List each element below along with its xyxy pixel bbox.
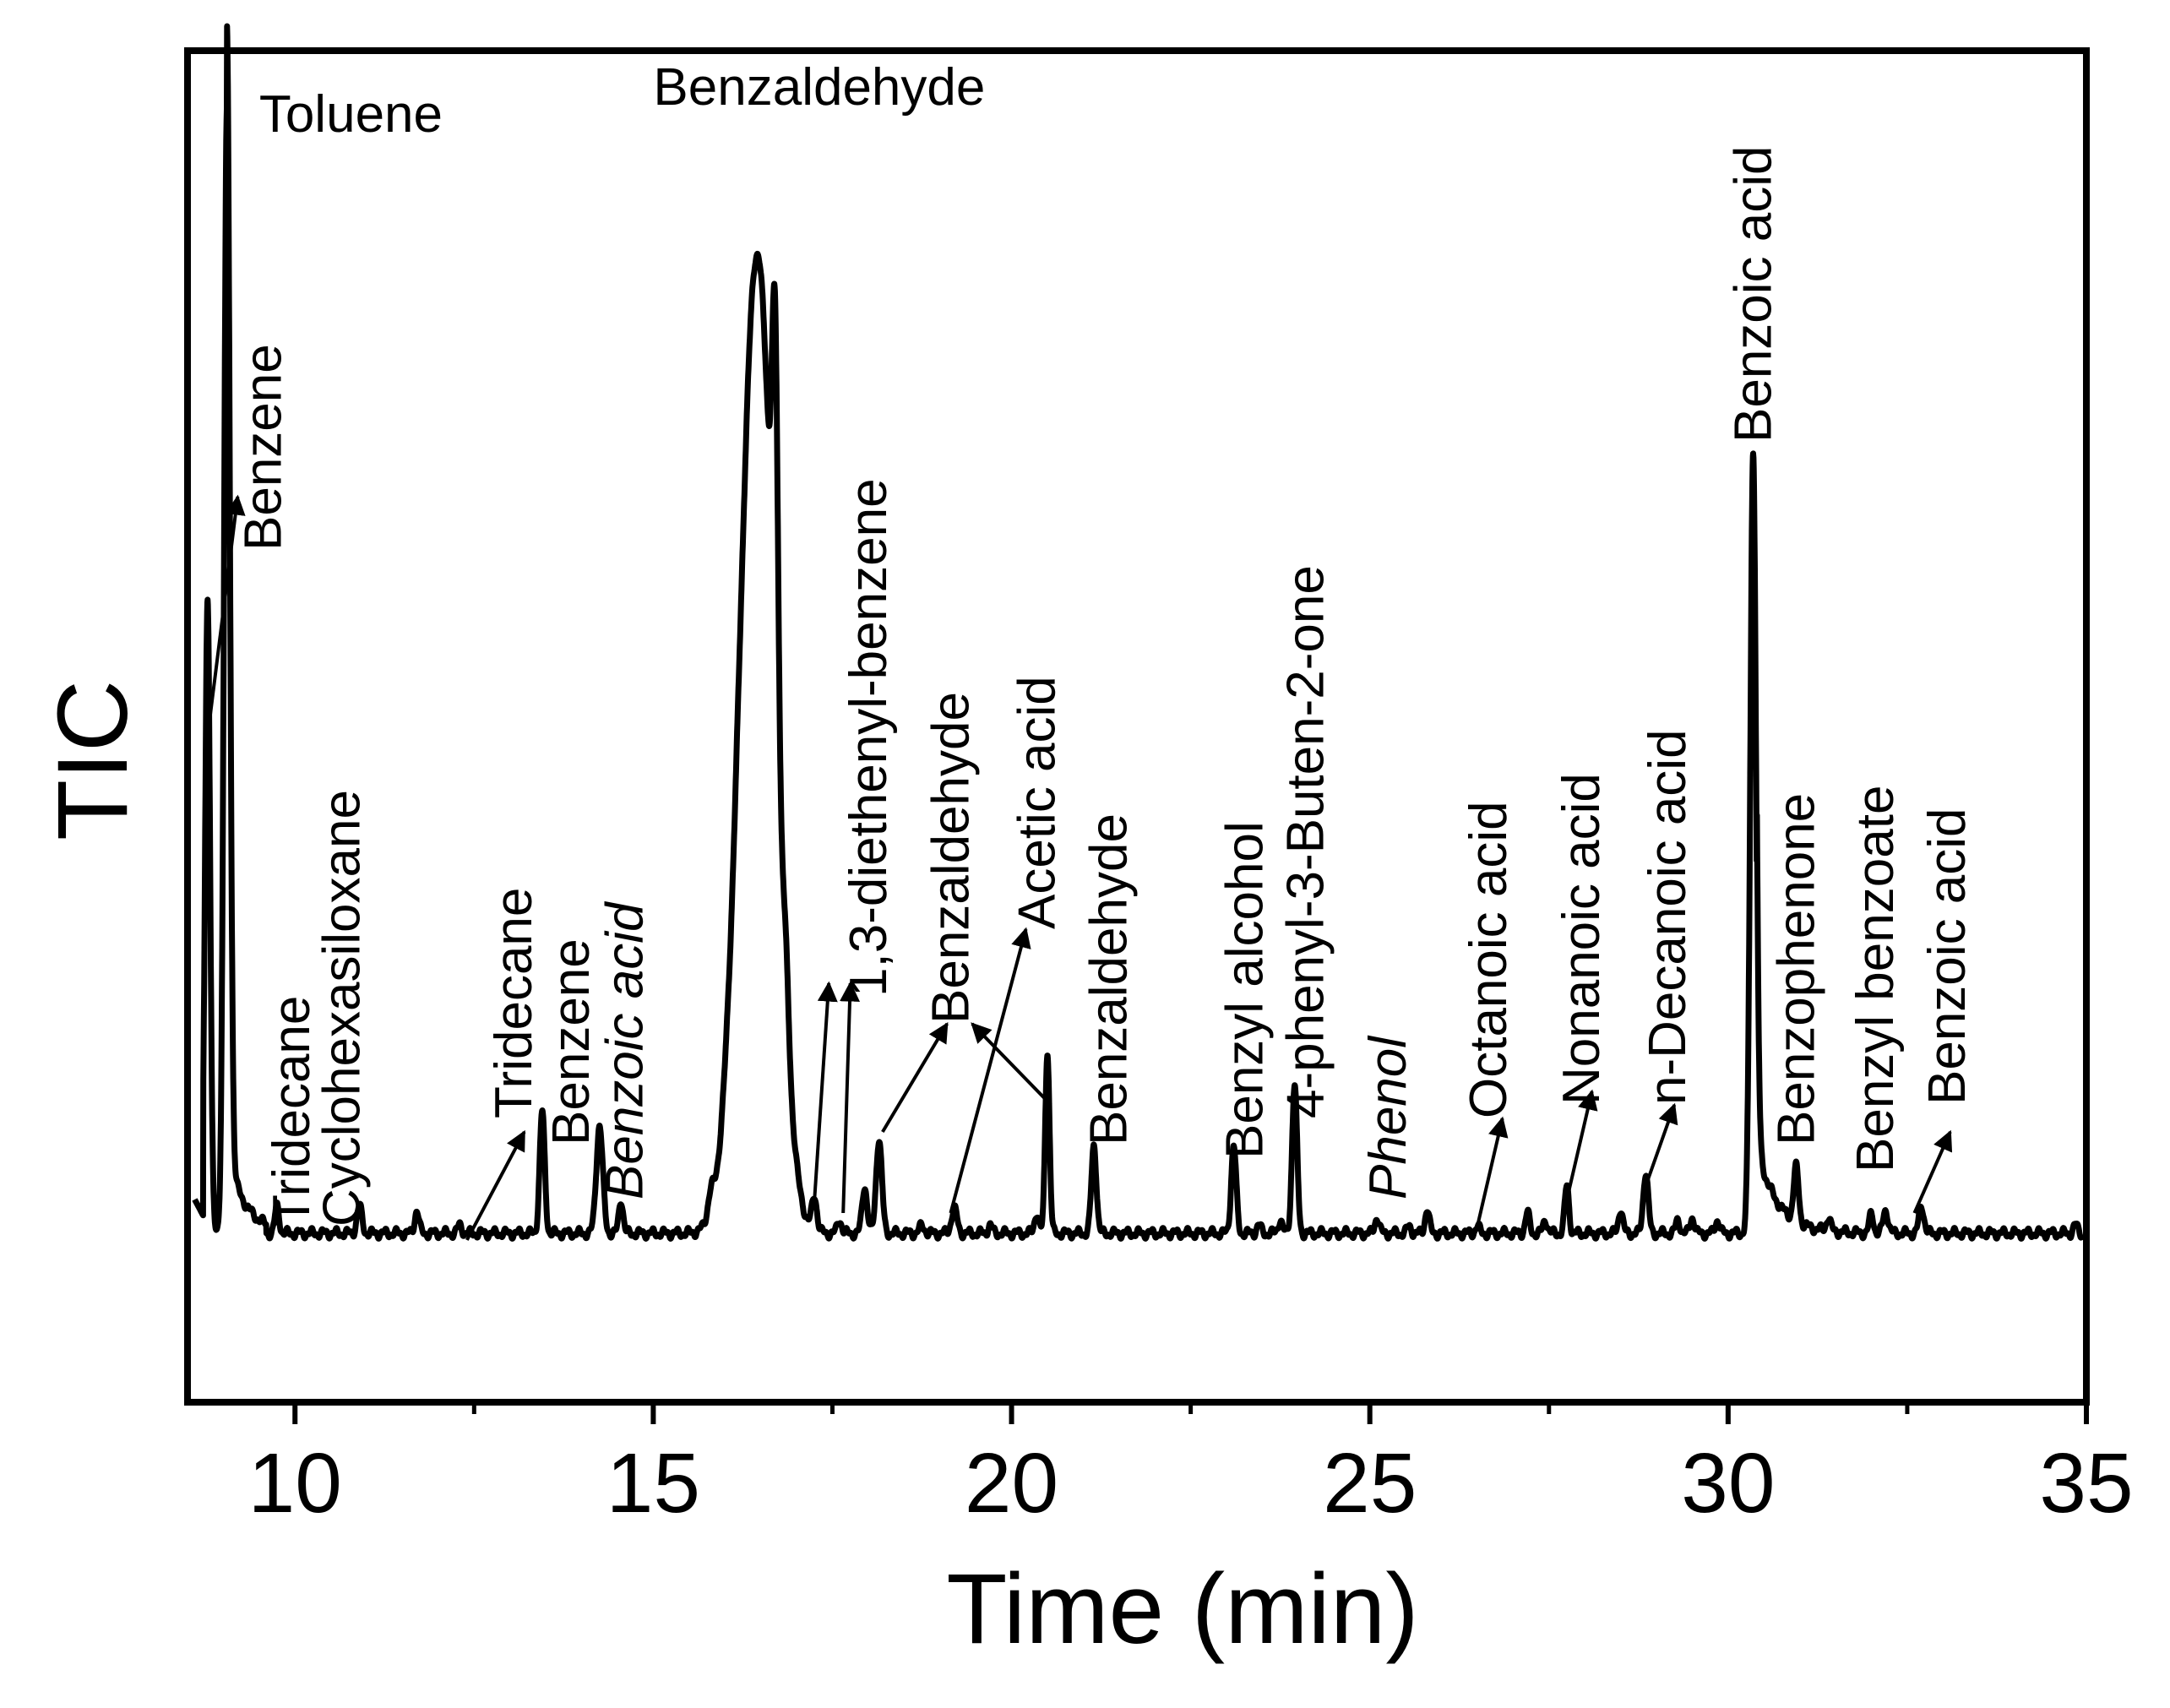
x-axis-ticks: 10 15 20 25 30 35	[248, 1402, 2134, 1531]
x-tick-label: 20	[965, 1436, 1058, 1531]
annotation-toluene: Toluene	[259, 85, 443, 144]
annotation-arrow-tridecane-2	[465, 1129, 526, 1241]
annotation-benzophenone: Benzophenone	[1768, 793, 1826, 1145]
annotation-benzaldehyde-main: Benzaldehyde	[653, 58, 985, 117]
annotation-benzoic-acid-1: Benzoic acid	[596, 900, 655, 1199]
x-tick-label: 10	[248, 1436, 342, 1531]
annotation-tridecane-1: Tridecane	[263, 996, 321, 1227]
annotation-benzaldehyde-2: Benzaldehyde	[922, 692, 981, 1024]
x-tick-label: 30	[1681, 1436, 1775, 1531]
plot-frame	[184, 47, 2090, 1406]
annotation-benzene-1: Benzene	[234, 344, 292, 551]
annotation-acetic-acid: Acetic acid	[1008, 676, 1066, 929]
annotation-benzene-2: Benzene	[542, 938, 601, 1145]
x-tick-label: 15	[606, 1436, 700, 1531]
annotation-n-decanoic-acid: n-Decanoic acid	[1639, 729, 1697, 1105]
tic-trace	[192, 23, 2086, 1242]
annotation-arrow-acetic-acid	[949, 927, 1031, 1214]
annotation-arrow-n-decanoic-acid	[1644, 1102, 1678, 1187]
annotation-arrow-benzoic-acid-3	[1912, 1129, 1953, 1214]
annotation-arrows	[204, 494, 1953, 1241]
annotation-benzaldehyde-3: Benzaldehyde	[1080, 813, 1138, 1145]
x-tick-label: 25	[1323, 1436, 1417, 1531]
annotation-benzoic-acid-2: Benzoic acid	[1725, 145, 1783, 443]
annotation-arrow-octanoic-acid	[1475, 1116, 1509, 1227]
annotation-arrow-benzaldehyde-2-2	[971, 1022, 1052, 1107]
annotation-octanoic-acid: Octanoic acid	[1460, 801, 1518, 1118]
x-axis-label: Time (min)	[946, 1553, 1418, 1665]
annotation-benzyl-alcohol: Benzyl alcohol	[1216, 821, 1274, 1159]
x-tick-label: 35	[2039, 1436, 2133, 1531]
annotation-cyclohexasiloxane: Cyclohexasiloxane	[313, 790, 372, 1227]
annotation-benzoic-acid-3: Benzoic acid	[1918, 808, 1977, 1105]
y-axis-label: TIC	[37, 680, 149, 840]
annotation-tridecane-2: Tridecane	[485, 888, 543, 1118]
annotation-arrow-diethenyl-benzene	[813, 981, 838, 1200]
peak-annotations: TolueneBenzeneTridecaneCyclohexasiloxane…	[234, 58, 1977, 1227]
annotation-arrow-benzaldehyde-2	[881, 1021, 949, 1134]
annotation-arrow-nonanoic-acid	[1565, 1089, 1598, 1200]
annotation-diethenyl-benzene: 1,3-diethenyl-benzene	[840, 478, 898, 997]
annotation-arrow-diethenyl-benzene-2	[840, 981, 861, 1214]
annotation-phenyl-buten-one: 4-phenyl-3-Buten-2-one	[1277, 565, 1335, 1118]
annotation-arrow-benzene-1	[204, 494, 246, 754]
annotation-nonanoic-acid: Nonanoic acid	[1553, 773, 1611, 1105]
annotation-phenol: Phenol	[1359, 1035, 1417, 1199]
annotation-benzyl-benzoate: Benzyl benzoate	[1846, 786, 1905, 1172]
